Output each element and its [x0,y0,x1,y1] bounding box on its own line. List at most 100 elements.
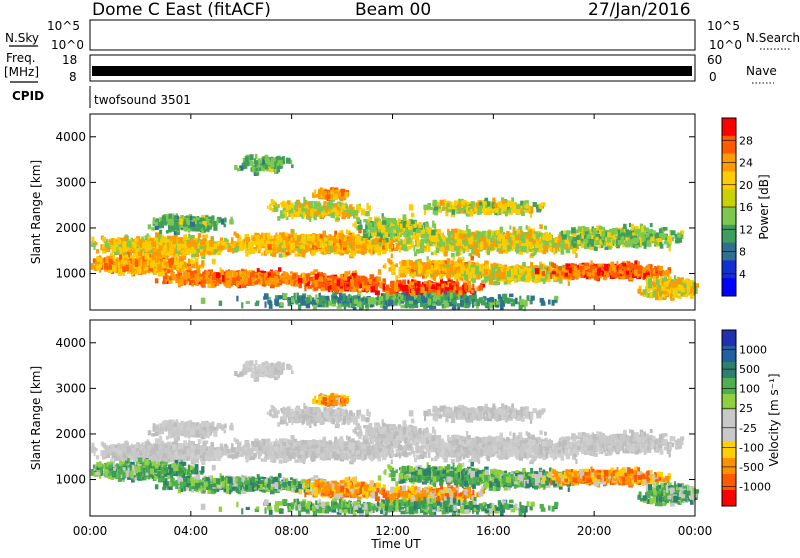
power-cell [421,239,426,243]
power-cell [456,243,461,246]
power-cell [539,224,543,229]
power-cell [334,279,337,283]
power-cell [309,244,312,248]
power-cell [228,249,232,253]
power-cell [655,234,658,239]
power-cell [188,259,190,265]
power-cell [190,259,194,263]
power-cell [403,240,407,244]
power-cell [629,223,631,227]
power-cell [440,247,444,250]
power-cell [239,241,244,246]
freq-unit: [MHz] [4,65,39,79]
power-cell [515,237,519,240]
power-cell [110,241,113,245]
power-cell [188,248,190,251]
power-cell [395,248,399,252]
power-cell [306,273,310,278]
power-cell [269,277,271,282]
power-cell [669,237,672,244]
power-cell [319,276,323,282]
nsky-strip: 10^5 10^0 N.Sky 10^5 10^0 N.Search [5,19,800,52]
power-cell [449,246,454,252]
power-cell [466,246,468,252]
power-cell [123,261,126,264]
power-cell [596,225,599,230]
power-cell [155,278,159,283]
power-cell [118,269,121,273]
power-cell [431,252,434,256]
power-cell [650,223,653,227]
power-cell [375,246,379,250]
power-cell [279,253,283,257]
power-cell [345,250,349,255]
power-cell [320,241,323,247]
power-cell [96,242,98,245]
power-cell [310,277,313,281]
power-cell [305,283,309,286]
power-cell [270,285,275,289]
power-cell [332,246,336,252]
date-title: 27/Jan/2016 [588,0,691,20]
power-cell [530,253,535,256]
power-cell [236,281,239,287]
power-cell [167,253,170,257]
power-cell [162,281,166,285]
power-cell [333,238,337,243]
power-cell [312,234,315,239]
power-cell [229,284,231,289]
power-cell [251,241,256,245]
power-cell [441,242,445,246]
power-cell [196,249,200,253]
power-cell [252,271,255,278]
power-cell [295,240,299,244]
power-cell [519,251,523,255]
power-cell [227,239,229,242]
power-cell [539,238,542,242]
power-cell [480,244,483,250]
power-cell [127,241,132,248]
power-cell [104,263,108,270]
power-cell [323,232,327,238]
power-cell [191,247,194,253]
power-cell [219,245,222,250]
power-cell [105,243,110,248]
power-cell [663,227,668,231]
nsky-label: N.Sky [5,31,39,45]
power-cell [607,239,610,243]
power-cell [641,233,644,236]
power-cell [172,275,177,280]
power-cell [440,233,443,236]
power-cell [312,250,316,255]
power-cell [278,267,282,272]
power-cell [669,247,671,252]
power-cell [635,245,639,249]
power-cell [235,233,239,238]
power-cell [511,235,515,240]
power-cell [100,261,102,268]
power-cell [150,262,154,268]
power-cell [141,271,144,275]
power-cell [578,226,583,232]
power-cell [511,240,513,246]
power-cell [246,238,249,242]
power-cell [646,228,649,233]
power-cell [550,247,552,252]
power-cell [522,234,526,237]
power-cell [112,246,117,252]
power-cell [299,283,302,288]
power-cell [343,245,346,248]
power-cell [265,281,268,284]
power-cell [151,241,156,246]
nsearch-tick-bottom: 10^0 [709,38,742,52]
power-cell [374,238,379,244]
power-cell [192,264,195,269]
power-cell [120,249,123,255]
power-cell [544,226,547,230]
power-cell [391,254,393,259]
power-cell [209,241,214,247]
power-cell [573,237,577,242]
power-cell [165,239,168,243]
power-cell [451,253,455,257]
power-cell [94,244,96,251]
